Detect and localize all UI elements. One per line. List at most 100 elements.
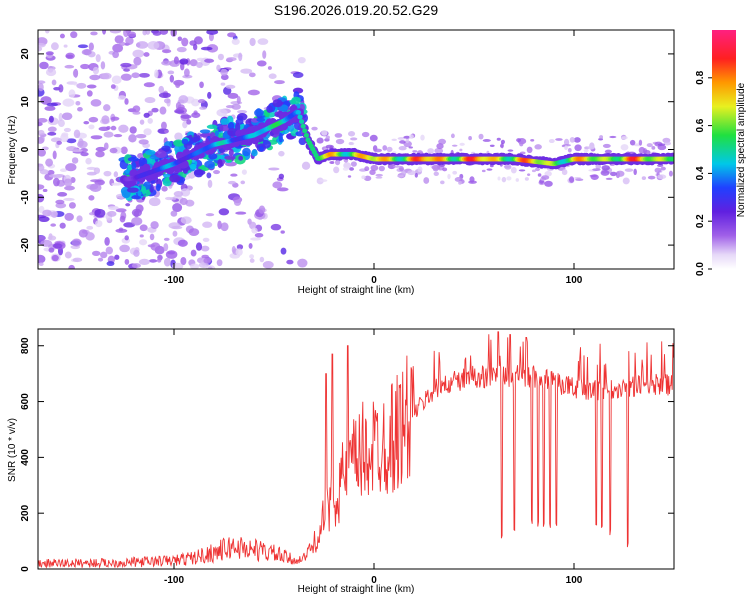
x-tick-label: -100 <box>164 575 184 586</box>
spectral-noise-blob <box>86 166 97 170</box>
spectral-noise-blob <box>48 247 55 253</box>
spectral-noise-blob <box>55 199 65 205</box>
spectral-noise-blob <box>131 216 143 226</box>
spectral-noise-blob <box>131 72 140 79</box>
spectral-noise-blob <box>112 51 119 59</box>
colorbar-tick-label: 0.6 <box>695 118 706 132</box>
snr-x-ticks: -100 0 100 <box>164 329 583 586</box>
spectral-noise-blob <box>59 33 65 39</box>
spectral-noise-blob <box>137 153 144 159</box>
spectral-noise-blob <box>52 150 57 160</box>
spectral-noise-blob <box>646 143 653 148</box>
spectral-noise-blob <box>138 72 150 78</box>
spectral-noise-blob <box>63 197 75 202</box>
spectral-noise-blob <box>143 112 150 118</box>
spectral-blob <box>131 161 137 171</box>
spectral-noise-blob <box>286 259 294 265</box>
spectral-noise-blob <box>111 182 122 186</box>
spectral-noise-blob <box>101 115 110 124</box>
spectral-noise-blob <box>76 215 83 223</box>
spectral-noise-blob <box>186 119 192 125</box>
spectral-noise-blob <box>235 211 247 215</box>
spectral-noise-blob <box>42 209 52 217</box>
spectral-noise-blob <box>555 138 563 141</box>
spectral-noise-blob <box>92 66 100 75</box>
spectral-noise-blob <box>93 167 101 174</box>
spectral-noise-blob <box>192 43 198 51</box>
spectral-noise-blob <box>119 244 130 253</box>
spectral-noise-blob <box>135 204 144 213</box>
spectral-noise-blob <box>610 171 617 177</box>
spectral-noise-blob <box>181 37 189 47</box>
spectral-noise-blob <box>447 173 451 180</box>
spectral-noise-blob <box>132 105 141 113</box>
spectral-noise-blob <box>450 133 455 139</box>
spectral-noise-blob <box>106 261 115 267</box>
spectral-noise-blob <box>129 126 137 134</box>
spectral-blob <box>141 185 147 195</box>
spectral-noise-blob <box>227 92 239 99</box>
spectral-noise-blob <box>158 92 171 99</box>
spectral-noise-blob <box>100 61 106 70</box>
spectral-noise-blob <box>515 178 519 182</box>
spectral-noise-blob <box>267 66 272 70</box>
snr-y-label: SNR (10 * v/v) <box>7 418 18 482</box>
spectral-noise-blob <box>77 106 83 112</box>
spectral-noise-blob <box>489 144 495 147</box>
spectral-noise-blob <box>452 170 458 175</box>
ridge-core <box>299 119 305 124</box>
x-tick-label: 100 <box>566 575 583 586</box>
spectral-noise-blob <box>38 82 44 92</box>
spectral-noise-blob <box>478 133 484 140</box>
x-tick-label: 100 <box>566 275 583 286</box>
spectral-noise-blob <box>573 137 581 143</box>
spectral-noise-blob <box>391 138 397 142</box>
spectral-noise-blob <box>90 135 103 140</box>
spectral-noise-blob <box>408 146 413 149</box>
spectral-noise-blob <box>231 38 240 46</box>
ridge-core <box>303 132 309 138</box>
spectral-blob <box>182 167 189 174</box>
spectral-noise-blob <box>45 158 53 167</box>
spectral-noise-blob <box>217 220 222 230</box>
spectral-noise-blob <box>154 69 159 78</box>
spectral-noise-blob <box>172 230 178 237</box>
spectral-noise-blob <box>125 203 131 207</box>
spectral-noise-blob <box>258 205 266 214</box>
ridge-core <box>302 128 308 134</box>
spectral-noise-blob <box>348 141 355 146</box>
spectral-noise-blob <box>64 251 72 259</box>
spectral-noise-blob <box>638 146 646 154</box>
spectral-noise-blob <box>38 80 46 84</box>
spectral-noise-blob <box>85 157 92 165</box>
spectral-noise-blob <box>220 74 229 81</box>
spectral-noise-blob <box>256 60 267 67</box>
spectral-noise-blob <box>38 235 46 241</box>
spectral-noise-blob <box>114 254 120 260</box>
spectral-noise-blob <box>189 59 198 67</box>
spectral-noise-blob <box>65 54 74 59</box>
spectral-noise-blob <box>167 251 176 255</box>
spectral-noise-blob <box>76 82 87 89</box>
spectral-noise-blob <box>363 175 372 182</box>
spectral-noise-blob <box>561 169 568 176</box>
spectral-blob <box>181 138 189 145</box>
spectral-noise-blob <box>191 98 200 107</box>
spectral-noise-blob <box>48 115 54 123</box>
spectral-noise-blob <box>38 216 50 223</box>
spectral-noise-blob <box>249 254 255 259</box>
spectral-noise-blob <box>500 139 505 145</box>
spectral-blob <box>161 145 171 151</box>
spectral-noise-blob <box>173 56 179 65</box>
spectral-noise-blob <box>103 104 111 112</box>
spectral-noise-blob <box>236 96 241 105</box>
spectral-noise-blob <box>216 64 221 72</box>
spectral-noise-blob <box>399 140 406 144</box>
spectral-noise-blob <box>236 244 244 250</box>
spectral-noise-blob <box>38 164 45 171</box>
spectral-noise-blob <box>133 210 140 218</box>
spectral-noise-blob <box>213 169 221 175</box>
spectral-noise-blob <box>405 138 410 144</box>
spectral-blob <box>256 117 266 122</box>
spectral-noise-blob <box>38 118 48 123</box>
